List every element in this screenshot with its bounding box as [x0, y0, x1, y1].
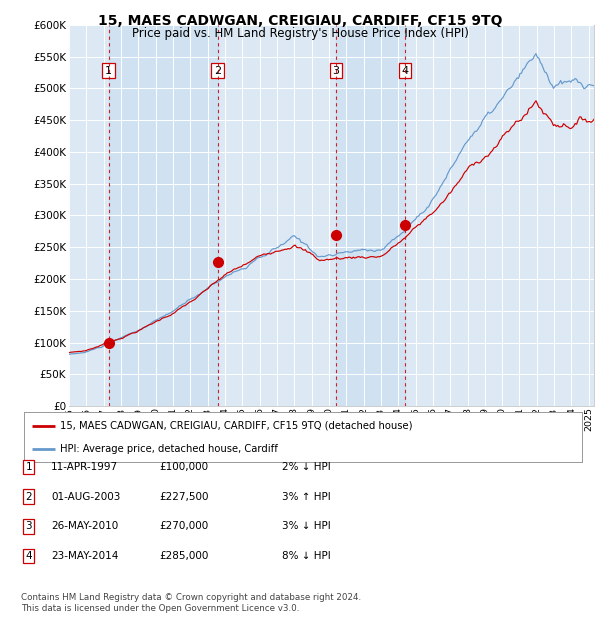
Bar	[109, 25, 218, 406]
Text: Contains HM Land Registry data © Crown copyright and database right 2024.
This d: Contains HM Land Registry data © Crown c…	[21, 593, 361, 613]
Text: 1: 1	[105, 66, 112, 76]
Text: 4: 4	[401, 66, 409, 76]
Text: £270,000: £270,000	[159, 521, 208, 531]
Text: 11-APR-1997: 11-APR-1997	[51, 462, 118, 472]
Text: 3: 3	[25, 521, 32, 531]
Text: 3% ↑ HPI: 3% ↑ HPI	[282, 492, 331, 502]
Text: 15, MAES CADWGAN, CREIGIAU, CARDIFF, CF15 9TQ: 15, MAES CADWGAN, CREIGIAU, CARDIFF, CF1…	[98, 14, 502, 28]
Text: £100,000: £100,000	[159, 462, 208, 472]
Text: 01-AUG-2003: 01-AUG-2003	[51, 492, 121, 502]
Text: Price paid vs. HM Land Registry's House Price Index (HPI): Price paid vs. HM Land Registry's House …	[131, 27, 469, 40]
Text: £227,500: £227,500	[159, 492, 209, 502]
Text: £285,000: £285,000	[159, 551, 208, 561]
Text: 8% ↓ HPI: 8% ↓ HPI	[282, 551, 331, 561]
Text: 2: 2	[25, 492, 32, 502]
Bar	[336, 25, 405, 406]
Text: HPI: Average price, detached house, Cardiff: HPI: Average price, detached house, Card…	[60, 443, 278, 453]
Text: 3: 3	[332, 66, 340, 76]
Text: 3% ↓ HPI: 3% ↓ HPI	[282, 521, 331, 531]
Text: 23-MAY-2014: 23-MAY-2014	[51, 551, 118, 561]
Text: 4: 4	[25, 551, 32, 561]
Text: 15, MAES CADWGAN, CREIGIAU, CARDIFF, CF15 9TQ (detached house): 15, MAES CADWGAN, CREIGIAU, CARDIFF, CF1…	[60, 421, 413, 431]
Text: 26-MAY-2010: 26-MAY-2010	[51, 521, 118, 531]
Text: 2% ↓ HPI: 2% ↓ HPI	[282, 462, 331, 472]
Text: 2: 2	[214, 66, 221, 76]
Text: 1: 1	[25, 462, 32, 472]
